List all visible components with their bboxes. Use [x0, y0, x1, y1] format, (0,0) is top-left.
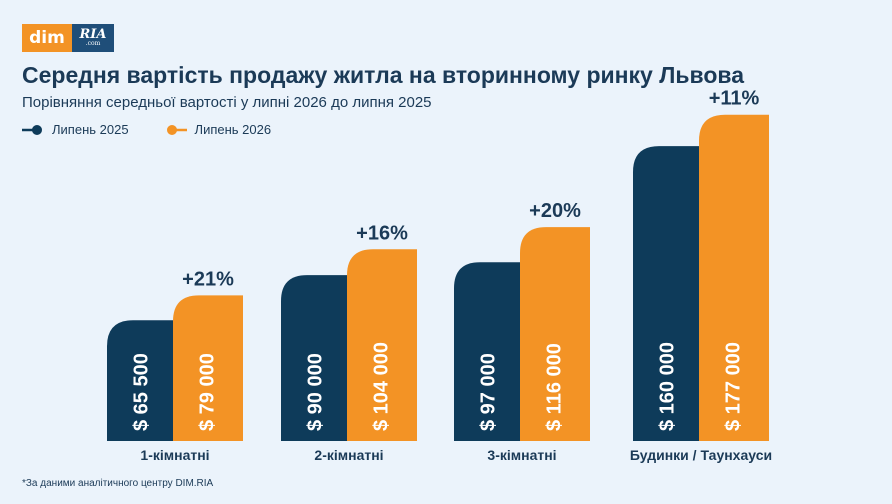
bar-2025-0	[107, 320, 177, 441]
legend-item-2025: Липень 2025	[22, 122, 129, 137]
chart-title: Середня вартість продажу житла на вторин…	[22, 62, 745, 88]
bar-value-label-2025-0: $ 65 500	[130, 353, 152, 431]
legend: Липень 2025 Липень 2026	[22, 122, 307, 137]
bar-value-label-2025-1: $ 90 000	[304, 353, 326, 431]
bar-2026-2	[520, 227, 590, 441]
change-label-0: +21%	[182, 268, 234, 290]
category-label-1: 2-кімнатні	[314, 447, 383, 463]
category-label-3: Будинки / Таунхауси	[630, 447, 772, 463]
bar-2026-3	[699, 114, 769, 442]
bar-2026-1	[347, 249, 417, 441]
bar-2025-3	[633, 146, 703, 441]
bar-value-label-2026-1: $ 104 000	[370, 342, 392, 431]
brand-logo: dim RIA .com	[22, 24, 114, 52]
logo-ria: RIA .com	[72, 24, 114, 52]
bar-value-label-2026-0: $ 79 000	[196, 353, 218, 431]
change-label-3: +11%	[709, 88, 760, 110]
legend-swatch-2025	[22, 124, 42, 135]
change-label-2: +20%	[529, 200, 581, 222]
bar-value-label-2026-2: $ 116 000	[543, 343, 565, 431]
logo-ria-com: .com	[85, 40, 101, 47]
logo-ria-text: RIA	[79, 27, 107, 42]
legend-label-2025: Липень 2025	[52, 122, 129, 137]
logo-dim: dim	[22, 24, 72, 52]
bar-2025-2	[454, 262, 524, 441]
footnote: *За даними аналітичного центру DIM.RIA	[22, 478, 214, 489]
chart-subtitle: Порівняння середньої вартості у липні 20…	[22, 94, 432, 111]
bar-2025-1	[281, 275, 351, 441]
legend-swatch-2026	[166, 124, 187, 135]
bar-value-label-2026-3: $ 177 000	[722, 342, 744, 431]
legend-label-2026: Липень 2026	[194, 122, 272, 137]
bar-value-label-2025-3: $ 160 000	[656, 342, 678, 431]
category-label-0: 1-кімнатні	[140, 447, 209, 463]
legend-item-2026: Липень 2026	[165, 122, 272, 137]
category-label-2: 3-кімнатні	[487, 447, 556, 463]
bar-value-label-2025-2: $ 97 000	[477, 353, 499, 431]
change-label-1: +16%	[356, 222, 408, 244]
bar-2026-0	[173, 295, 243, 441]
